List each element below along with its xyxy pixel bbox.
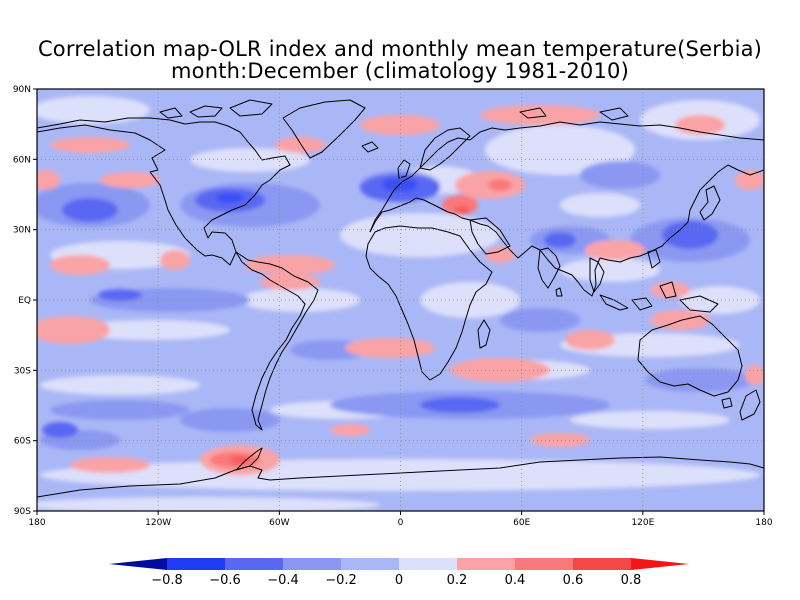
colorbar-label: 0.2 bbox=[447, 573, 468, 588]
coastlines bbox=[37, 99, 764, 498]
colorbar-segment bbox=[515, 558, 573, 570]
longitude-tick-label: 60E bbox=[513, 518, 530, 528]
colorbar-label: 0.4 bbox=[505, 573, 526, 588]
longitude-tick-label: 60W bbox=[269, 518, 289, 528]
longitude-tick-label: 120W bbox=[145, 518, 171, 528]
colorbar-label: 0 bbox=[395, 573, 403, 588]
colorbar-extend-high bbox=[631, 558, 689, 570]
colorbar-segment bbox=[457, 558, 515, 570]
colorbar-segment bbox=[283, 558, 341, 570]
map-frame-content bbox=[37, 89, 764, 511]
latitude-tick-label: 90S bbox=[14, 507, 31, 517]
colorbar-segment bbox=[399, 558, 457, 570]
latitude-tick-label: 90N bbox=[13, 85, 31, 95]
latitude-tick-label: EQ bbox=[18, 296, 31, 306]
map-subtitle: month:December (climatology 1981-2010) bbox=[171, 59, 629, 83]
colorbar-segment bbox=[225, 558, 283, 570]
map-title: Correlation map-OLR index and monthly me… bbox=[37, 37, 763, 61]
colorbar-segment bbox=[341, 558, 399, 570]
longitude-tick-label: 180 bbox=[755, 518, 772, 528]
colorbar-label: −0.4 bbox=[267, 573, 299, 588]
colorbar-segment bbox=[573, 558, 631, 570]
colorbar-label: −0.2 bbox=[325, 573, 357, 588]
colorbar-label: 0.8 bbox=[621, 573, 642, 588]
colorbar-label: −0.6 bbox=[209, 573, 241, 588]
latitude-tick-label: 60S bbox=[14, 437, 31, 447]
colorbar-label: 0.6 bbox=[563, 573, 584, 588]
colorbar-segment bbox=[167, 558, 225, 570]
colorbar: −0.8 −0.6 −0.4 −0.2 0 0.2 0.4 0.6 0.8 bbox=[109, 558, 689, 588]
longitude-tick-label: 120E bbox=[631, 518, 654, 528]
colorbar-extend-low bbox=[109, 558, 167, 570]
colorbar-label: −0.8 bbox=[151, 573, 183, 588]
latitude-tick-label: 30N bbox=[13, 226, 31, 236]
latitude-tick-label: 60N bbox=[13, 155, 31, 165]
correlation-field bbox=[37, 96, 764, 511]
longitude-tick-label: 180 bbox=[28, 518, 45, 528]
longitude-tick-label: 0 bbox=[398, 518, 404, 528]
latitude-tick-label: 30S bbox=[14, 366, 31, 376]
